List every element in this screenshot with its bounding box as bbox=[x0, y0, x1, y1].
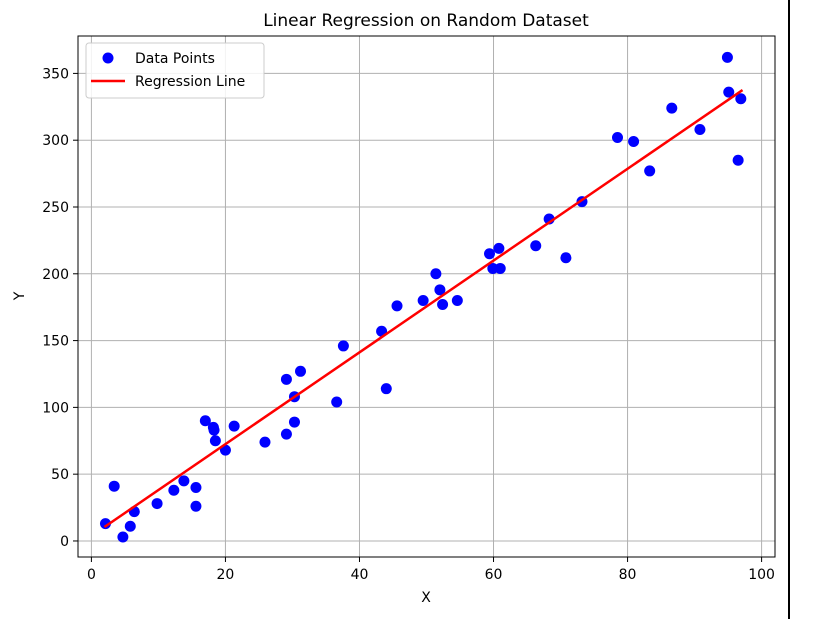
x-tick-label: 0 bbox=[87, 567, 96, 583]
y-tick-label: 50 bbox=[51, 467, 69, 483]
data-point bbox=[530, 240, 542, 252]
plot-area-frame bbox=[77, 35, 776, 558]
data-point bbox=[732, 154, 744, 166]
data-point bbox=[694, 124, 706, 136]
data-point bbox=[612, 132, 624, 144]
data-point bbox=[337, 340, 349, 352]
data-point bbox=[190, 500, 202, 512]
data-point bbox=[209, 435, 221, 447]
data-point bbox=[430, 268, 442, 280]
data-point bbox=[628, 136, 640, 148]
data-point bbox=[483, 248, 495, 260]
y-tick-label: 250 bbox=[42, 200, 69, 216]
legend-label-data-points: Data Points bbox=[135, 51, 215, 67]
data-point bbox=[199, 415, 211, 427]
data-point bbox=[295, 365, 307, 377]
data-point bbox=[380, 383, 392, 395]
data-point bbox=[288, 416, 300, 428]
grid bbox=[78, 36, 775, 557]
data-point bbox=[451, 295, 463, 307]
x-tick-label: 40 bbox=[351, 567, 369, 583]
data-point bbox=[417, 295, 429, 307]
data-point bbox=[721, 51, 733, 63]
plot-data bbox=[99, 51, 747, 543]
data-point bbox=[168, 484, 180, 496]
regression-line bbox=[103, 89, 744, 529]
data-point bbox=[391, 300, 403, 312]
data-point bbox=[723, 86, 735, 98]
data-point bbox=[666, 102, 678, 114]
data-point bbox=[493, 242, 505, 254]
data-point bbox=[259, 436, 271, 448]
axis-ticks: 0 20 40 60 80 100 0 50 100 150 200 250 300 350 bbox=[42, 66, 775, 583]
chart-title: Linear Regression on Random Dataset bbox=[263, 11, 589, 31]
data-point bbox=[178, 475, 190, 487]
x-tick-label: 60 bbox=[485, 567, 503, 583]
y-tick-label: 0 bbox=[60, 534, 69, 550]
data-point bbox=[190, 482, 202, 494]
data-point bbox=[560, 252, 572, 264]
data-point bbox=[280, 373, 292, 385]
data-point bbox=[280, 428, 292, 440]
y-tick-label: 150 bbox=[42, 334, 69, 350]
data-point bbox=[124, 520, 136, 532]
x-tick-label: 100 bbox=[748, 567, 775, 583]
x-tick-label: 20 bbox=[217, 567, 235, 583]
data-point bbox=[117, 531, 129, 543]
legend-marker-data-points bbox=[102, 52, 114, 64]
data-point bbox=[437, 299, 449, 311]
y-tick-label: 200 bbox=[42, 267, 69, 283]
data-point bbox=[735, 93, 747, 105]
data-point bbox=[434, 284, 446, 296]
data-point bbox=[151, 498, 163, 510]
data-point bbox=[644, 165, 656, 177]
x-tick-label: 80 bbox=[619, 567, 637, 583]
data-point bbox=[99, 518, 111, 530]
data-point bbox=[108, 480, 120, 492]
legend-label-regression-line: Regression Line bbox=[135, 74, 245, 90]
legend: Data Points Regression Line bbox=[85, 42, 265, 99]
data-point bbox=[208, 424, 220, 436]
data-point bbox=[331, 396, 343, 408]
y-tick-label: 100 bbox=[42, 400, 69, 416]
legend-box bbox=[85, 42, 265, 99]
y-tick-label: 300 bbox=[42, 133, 69, 149]
y-tick-label: 350 bbox=[42, 66, 69, 82]
x-axis-title: X bbox=[421, 590, 431, 606]
data-point bbox=[494, 262, 506, 274]
y-axis-title: Y bbox=[12, 291, 28, 301]
data-point bbox=[228, 420, 240, 432]
